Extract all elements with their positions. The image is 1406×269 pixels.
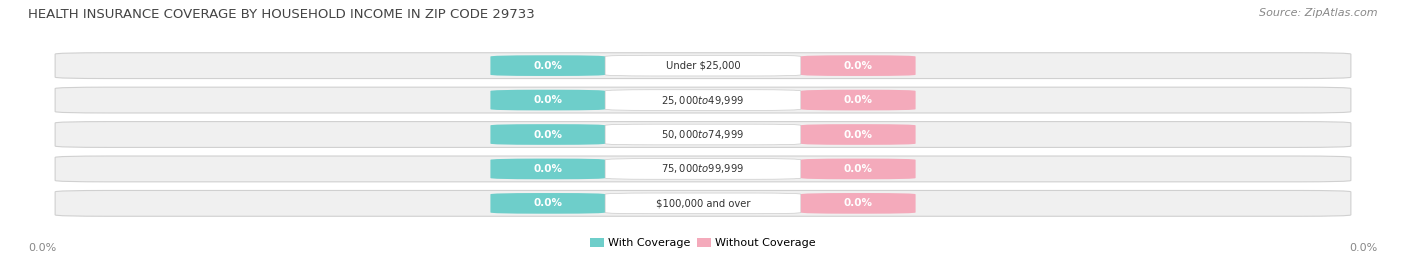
FancyBboxPatch shape <box>55 53 1351 79</box>
FancyBboxPatch shape <box>55 87 1351 113</box>
FancyBboxPatch shape <box>491 159 605 179</box>
Text: $75,000 to $99,999: $75,000 to $99,999 <box>661 162 745 175</box>
FancyBboxPatch shape <box>801 124 915 145</box>
Text: 0.0%: 0.0% <box>844 198 873 208</box>
FancyBboxPatch shape <box>605 124 801 145</box>
FancyBboxPatch shape <box>605 159 801 179</box>
Text: 0.0%: 0.0% <box>533 198 562 208</box>
Text: 0.0%: 0.0% <box>844 129 873 140</box>
FancyBboxPatch shape <box>801 193 915 214</box>
Text: 0.0%: 0.0% <box>533 164 562 174</box>
Text: 0.0%: 0.0% <box>844 164 873 174</box>
Legend: With Coverage, Without Coverage: With Coverage, Without Coverage <box>586 233 820 253</box>
Text: Source: ZipAtlas.com: Source: ZipAtlas.com <box>1260 8 1378 18</box>
Text: 0.0%: 0.0% <box>533 129 562 140</box>
FancyBboxPatch shape <box>55 190 1351 216</box>
Text: $50,000 to $74,999: $50,000 to $74,999 <box>661 128 745 141</box>
FancyBboxPatch shape <box>491 55 605 76</box>
FancyBboxPatch shape <box>55 156 1351 182</box>
FancyBboxPatch shape <box>605 55 801 76</box>
FancyBboxPatch shape <box>55 122 1351 147</box>
FancyBboxPatch shape <box>801 55 915 76</box>
FancyBboxPatch shape <box>605 193 801 214</box>
Text: HEALTH INSURANCE COVERAGE BY HOUSEHOLD INCOME IN ZIP CODE 29733: HEALTH INSURANCE COVERAGE BY HOUSEHOLD I… <box>28 8 534 21</box>
Text: $25,000 to $49,999: $25,000 to $49,999 <box>661 94 745 107</box>
Text: 0.0%: 0.0% <box>533 61 562 71</box>
Text: 0.0%: 0.0% <box>844 95 873 105</box>
Text: $100,000 and over: $100,000 and over <box>655 198 751 208</box>
FancyBboxPatch shape <box>491 124 605 145</box>
Text: 0.0%: 0.0% <box>533 95 562 105</box>
Text: 0.0%: 0.0% <box>844 61 873 71</box>
FancyBboxPatch shape <box>801 159 915 179</box>
FancyBboxPatch shape <box>491 90 605 110</box>
Text: 0.0%: 0.0% <box>1350 243 1378 253</box>
FancyBboxPatch shape <box>605 90 801 110</box>
Text: Under $25,000: Under $25,000 <box>665 61 741 71</box>
FancyBboxPatch shape <box>491 193 605 214</box>
FancyBboxPatch shape <box>801 90 915 110</box>
Text: 0.0%: 0.0% <box>28 243 56 253</box>
